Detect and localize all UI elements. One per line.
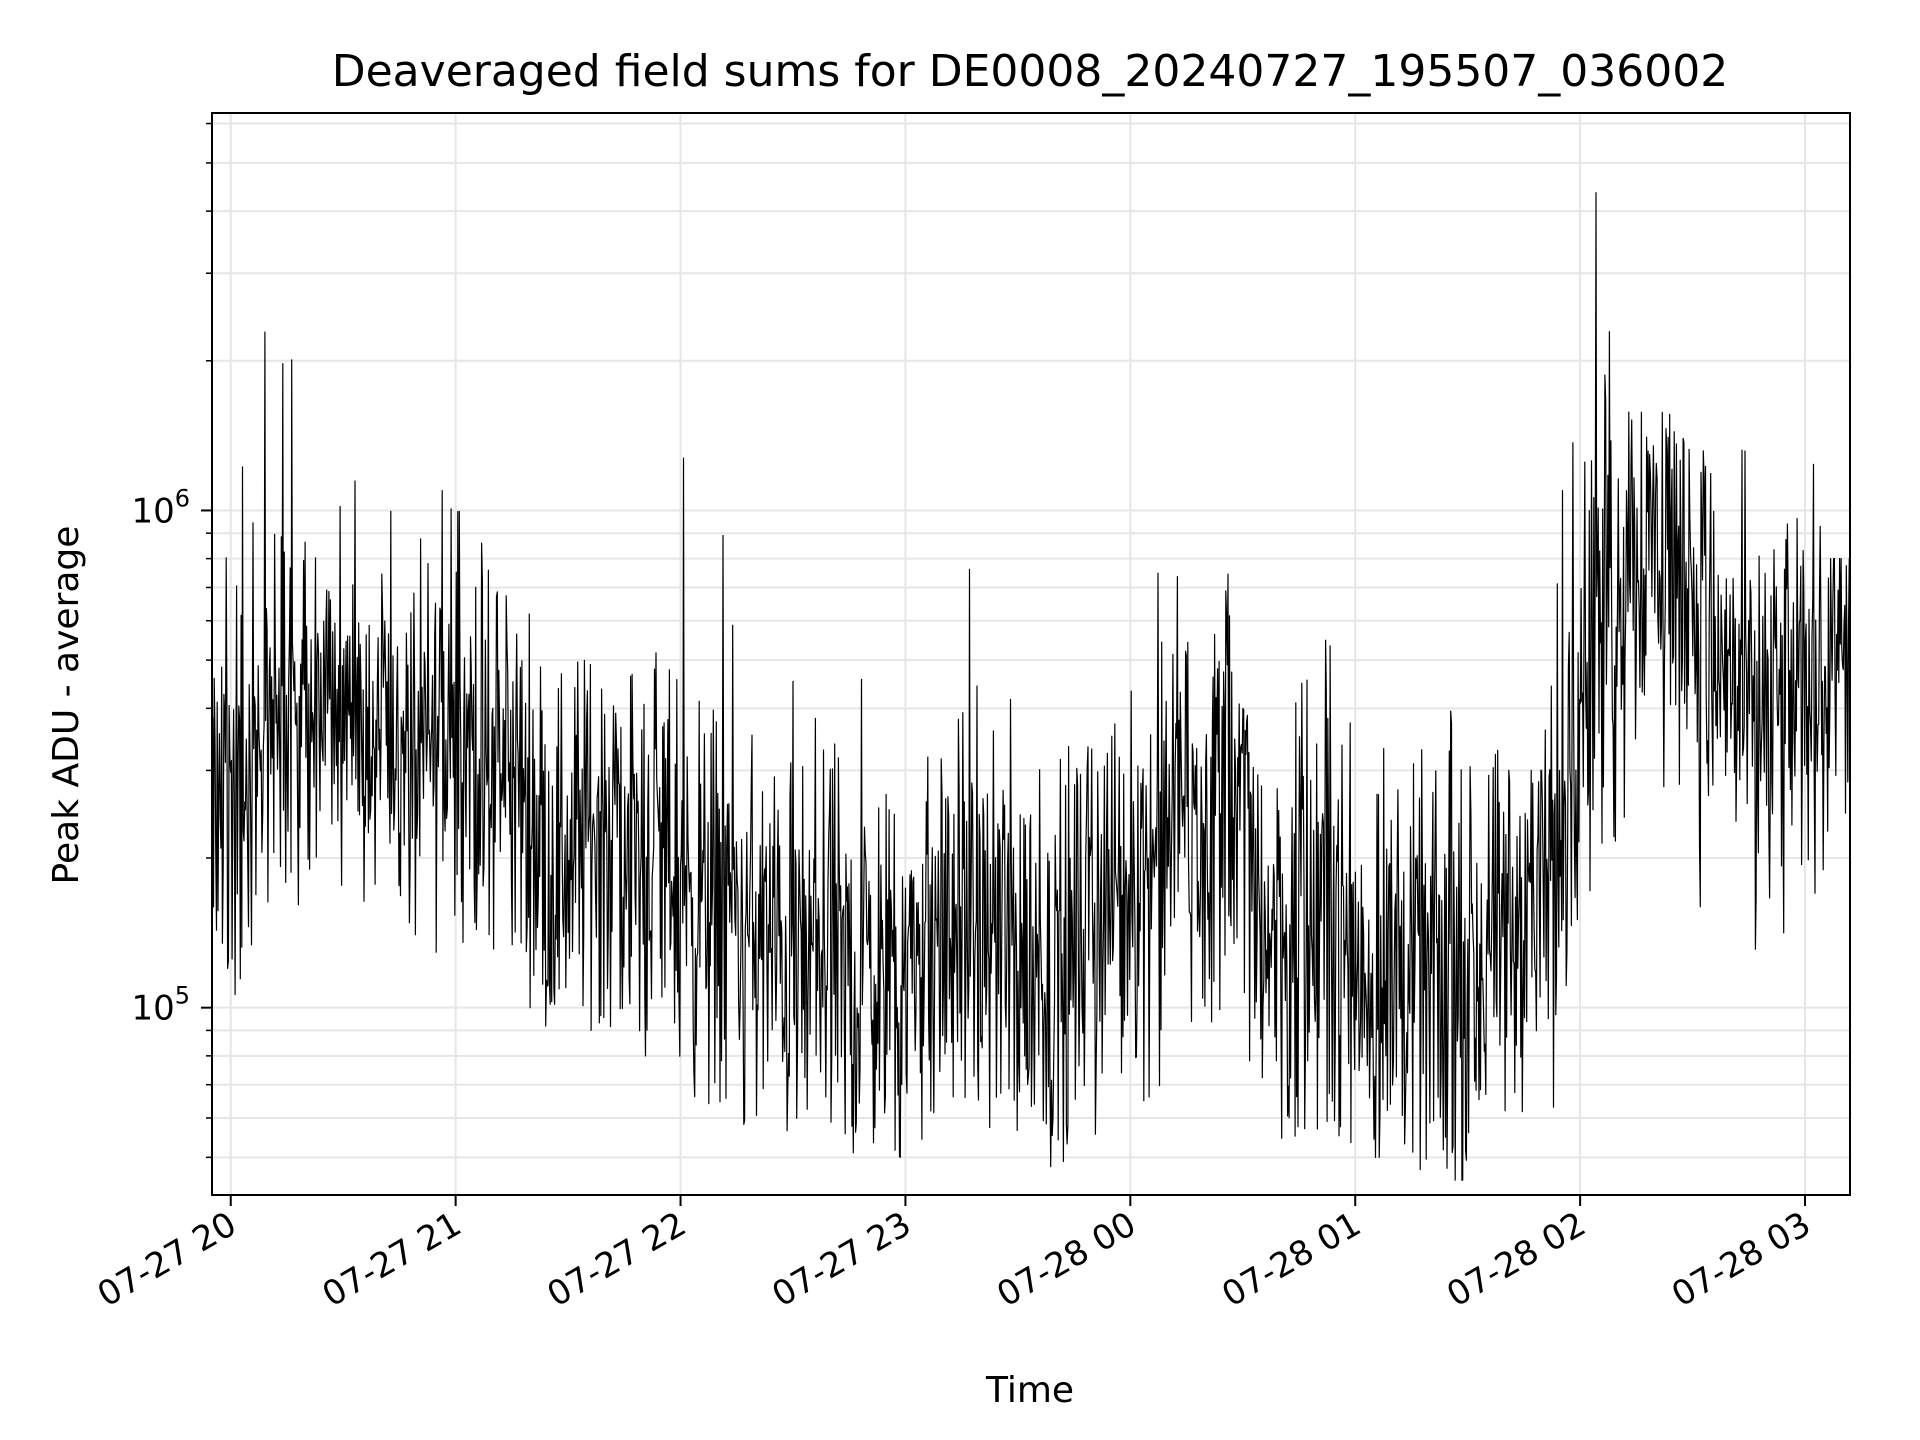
series-layer bbox=[211, 192, 1851, 1181]
plot-frame bbox=[211, 112, 1851, 1196]
y-tick-label: 105 bbox=[131, 982, 190, 1029]
series-line bbox=[211, 192, 1851, 1181]
chart-title: Deaveraged field sums for DE0008_2024072… bbox=[332, 46, 1729, 97]
y-tick-label: 106 bbox=[131, 484, 190, 531]
x-axis-label: Time bbox=[985, 1370, 1074, 1411]
y-axis-label: Peak ADU - average bbox=[46, 526, 87, 885]
